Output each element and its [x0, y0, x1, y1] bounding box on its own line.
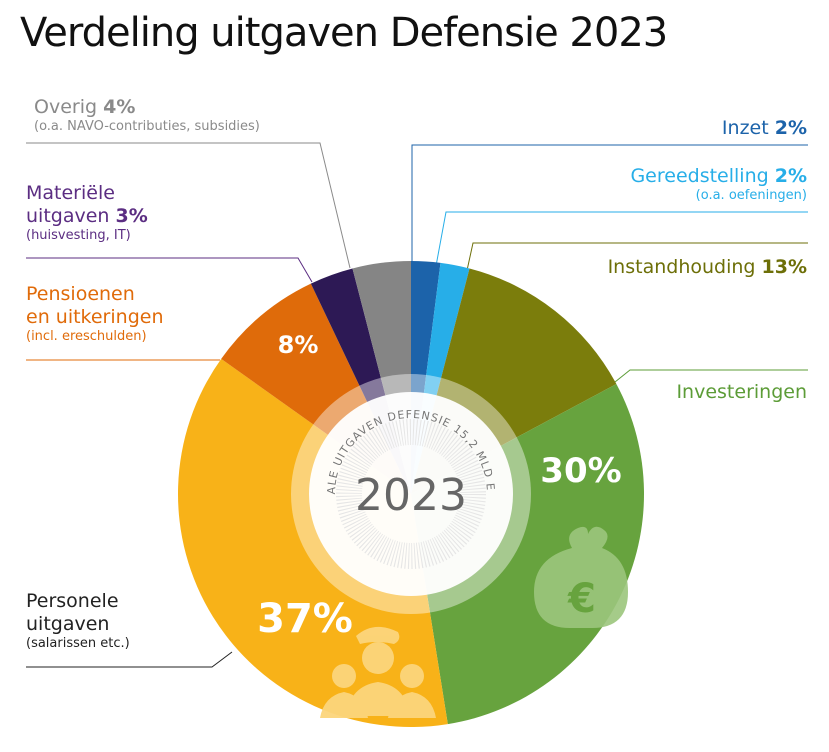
slice-pct-investeringen: 30% [540, 451, 621, 491]
soldiers-icon [320, 626, 436, 718]
label-gereedstelling-sub: (o.a. oefeningen) [695, 187, 807, 203]
leader-line-inzet [411, 144, 808, 262]
label-inzet: Inzet 2% [722, 117, 807, 140]
label-overig-sub: (o.a. NAVO-contributies, subsidies) [34, 118, 260, 134]
label-pensioenen-sub: (incl. ereschulden) [26, 328, 147, 344]
slice-pct-personele: 37% [257, 596, 353, 642]
leader-line-overig [26, 142, 351, 269]
label-investeringen: Investeringen [676, 381, 807, 404]
label-pensioenen: Pensioenen en uitkeringen (incl. ereschu… [26, 283, 163, 344]
label-gereedstelling-pct: 2% [774, 165, 807, 187]
label-investeringen-name: Investeringen [676, 381, 807, 403]
leader-line-gereedstelling [435, 211, 808, 267]
label-materiele-line1: Materiële [26, 182, 115, 204]
label-personele-line1: Personele [26, 590, 119, 612]
label-gereedstelling: Gereedstelling 2% (o.a. oefeningen) [630, 165, 807, 203]
leader-line-instandhouding [465, 242, 808, 276]
label-pensioenen-line2: en uitkeringen [26, 305, 164, 328]
label-materiele-line2: uitgaven [26, 204, 110, 227]
label-gereedstelling-name: Gereedstelling [630, 165, 769, 187]
label-inzet-name: Inzet [721, 117, 769, 139]
label-personele-line2: uitgaven [26, 612, 110, 635]
label-instandhouding: Instandhouding 13% [608, 256, 807, 279]
label-materiele-pct: 3% [115, 204, 148, 227]
label-personele: Personele uitgaven (salarissen etc.) [26, 590, 130, 651]
label-materiele-sub: (huisvesting, IT) [26, 227, 131, 243]
slice-pct-pensioenen: 8% [278, 331, 319, 359]
leader-line-investeringen [614, 369, 808, 383]
center-year: 2023 [355, 470, 467, 521]
slice-percentages: 30% 37% 8% [257, 331, 622, 642]
label-personele-sub: (salarissen etc.) [26, 635, 130, 651]
slice-icons: € [320, 526, 628, 718]
label-overig: Overig 4% (o.a. NAVO-contributies, subsi… [34, 96, 260, 134]
leader-line-materiele [26, 257, 313, 283]
svg-text:€: € [567, 576, 596, 622]
label-pensioenen-line1: Pensioenen [26, 283, 135, 305]
label-overig-pct: 4% [103, 96, 136, 118]
label-materiele: Materiële uitgaven 3% (huisvesting, IT) [26, 182, 148, 243]
leader-line-personele [26, 651, 233, 668]
leader-lines [26, 142, 808, 668]
money-bag-icon: € [534, 526, 628, 628]
label-inzet-pct: 2% [774, 117, 807, 139]
center-pattern [336, 419, 486, 569]
label-instandhouding-pct: 13% [761, 256, 807, 278]
label-instandhouding-name: Instandhouding [607, 256, 756, 278]
page-title: Verdeling uitgaven Defensie 2023 [20, 10, 668, 56]
label-overig-name: Overig [34, 96, 98, 118]
center-disc: 2023 [291, 374, 531, 614]
